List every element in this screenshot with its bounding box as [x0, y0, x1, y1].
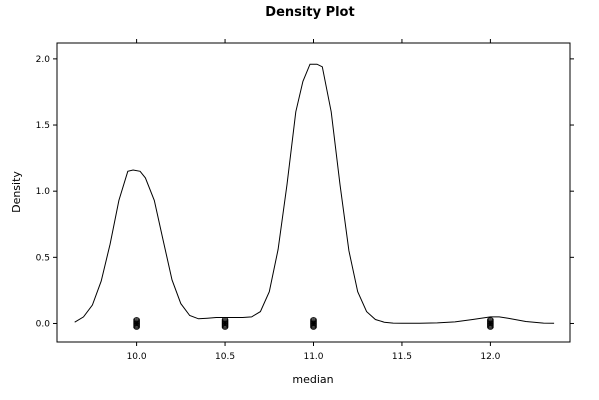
- x-tick-label: 10.0: [127, 352, 147, 362]
- y-tick-label: 0.0: [36, 319, 51, 329]
- x-tick-label: 11.0: [303, 352, 323, 362]
- rug-point: [221, 324, 229, 330]
- chart-title: Density Plot: [265, 5, 354, 20]
- x-tick-label: 12.0: [480, 352, 500, 362]
- x-tick-label: 10.5: [215, 352, 235, 362]
- density-line: [74, 63, 555, 324]
- x-axis-label: median: [292, 373, 333, 386]
- rug-point: [310, 324, 317, 330]
- tick-marks: [53, 39, 574, 346]
- y-axis-label: Density: [10, 171, 23, 213]
- rug-points: [133, 317, 494, 330]
- plot-frame: [56, 42, 571, 343]
- x-tick-label: 11.5: [392, 352, 412, 362]
- rug-point: [133, 324, 140, 330]
- y-tick-label: 1.0: [36, 187, 51, 197]
- y-tick-label: 0.5: [36, 253, 50, 263]
- y-tick-label: 1.5: [36, 121, 50, 131]
- density-series: [74, 63, 555, 324]
- rug-point: [487, 324, 494, 330]
- tick-labels: 10.0 10.5 11.0 11.5 12.0 0.0 0.5 1.0 1.5 2.0: [36, 55, 501, 362]
- y-tick-label: 2.0: [36, 55, 51, 65]
